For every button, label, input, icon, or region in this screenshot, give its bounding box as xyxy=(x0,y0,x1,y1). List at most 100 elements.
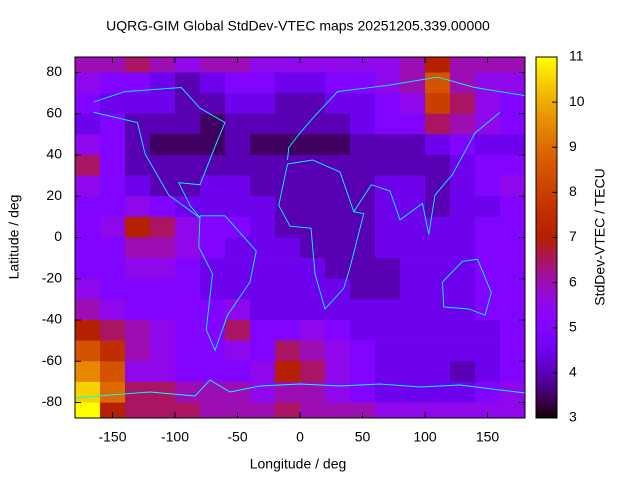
colorbar-step xyxy=(536,243,557,248)
heatmap-cell xyxy=(250,361,276,383)
heatmap-cell xyxy=(475,402,501,419)
heatmap-cell xyxy=(250,72,276,94)
colorbar-step xyxy=(536,345,557,350)
heatmap-cell xyxy=(275,340,301,362)
heatmap-cell xyxy=(225,278,251,300)
colorbar-step xyxy=(536,78,557,82)
colorbar-step xyxy=(536,99,557,103)
heatmap-cell xyxy=(400,299,426,321)
heatmap-cell xyxy=(475,72,501,94)
heatmap-cell xyxy=(150,278,176,300)
heatmap-cell xyxy=(175,57,201,73)
colorbar-step xyxy=(536,237,557,242)
colorbar-step xyxy=(536,300,557,305)
heatmap-cell xyxy=(175,340,201,362)
colorbar-step xyxy=(536,264,557,269)
heatmap-cell xyxy=(175,381,201,403)
colorbar-step xyxy=(536,234,557,238)
heatmap-cell xyxy=(325,361,351,383)
colorbar-step xyxy=(536,279,557,284)
heatmap-cell xyxy=(100,340,126,362)
heatmap-cell xyxy=(275,258,301,280)
heatmap-cell xyxy=(75,258,101,280)
heatmap-cell xyxy=(375,237,401,259)
heatmap-cell xyxy=(300,196,326,218)
coastline xyxy=(287,76,526,161)
heatmap-cell xyxy=(125,299,151,321)
colorbar-step xyxy=(536,375,557,380)
heatmap-cell xyxy=(325,196,351,218)
colorbar-step xyxy=(536,402,557,407)
heatmap-cell xyxy=(400,402,426,419)
heatmap-cell xyxy=(225,381,251,403)
heatmap-cell xyxy=(450,278,476,300)
colorbar-step xyxy=(536,57,557,61)
heatmap-cell xyxy=(425,216,451,238)
y-tick-label: 40 xyxy=(46,146,62,162)
heatmap-cell xyxy=(75,402,101,419)
colorbar-step xyxy=(536,135,557,139)
colorbar-step xyxy=(536,351,557,356)
heatmap-cell xyxy=(100,402,126,419)
colorbar-step xyxy=(536,246,557,251)
heatmap-cell xyxy=(200,340,226,362)
colorbar-step xyxy=(536,159,557,163)
colorbar-step xyxy=(536,318,557,323)
heatmap-cell xyxy=(475,320,501,341)
heatmap-cell xyxy=(375,402,401,419)
heatmap-cell xyxy=(175,154,201,176)
heatmap-cell xyxy=(175,237,201,259)
heatmap-cell xyxy=(450,361,476,383)
colorbar-step xyxy=(536,411,557,416)
heatmap-cell xyxy=(350,72,376,94)
heatmap-cell xyxy=(275,216,301,238)
heatmap-cell xyxy=(500,93,526,115)
heatmap-cell xyxy=(175,113,201,135)
heatmap-cell xyxy=(125,93,151,115)
x-tick-label: -50 xyxy=(227,429,247,445)
heatmap-cell xyxy=(425,237,451,259)
heatmap-cell xyxy=(225,340,251,362)
heatmap-cell xyxy=(500,361,526,383)
x-tick-label: 0 xyxy=(296,429,304,445)
heatmap-cell xyxy=(325,278,351,300)
colorbar-step xyxy=(536,183,557,187)
heatmap-cell xyxy=(375,258,401,280)
colorbar-step xyxy=(536,168,557,172)
heatmap-cell xyxy=(350,320,376,341)
heatmap-cell xyxy=(300,299,326,321)
heatmap-cell xyxy=(300,216,326,238)
heatmap-cell xyxy=(100,237,126,259)
heatmap-cell xyxy=(475,93,501,115)
colorbar-step xyxy=(536,336,557,341)
y-tick-label: 20 xyxy=(46,187,62,203)
heatmap-cell xyxy=(250,258,276,280)
heatmap-cell xyxy=(325,381,351,403)
heatmap-cell xyxy=(400,381,426,403)
heatmap-cell xyxy=(75,196,101,218)
colorbar-step xyxy=(536,240,557,245)
colorbar-step xyxy=(536,405,557,410)
heatmap-cell xyxy=(400,134,426,156)
colorbar-tick-label: 9 xyxy=(569,138,577,154)
heatmap-cell xyxy=(250,402,276,419)
colorbar-step xyxy=(536,255,557,260)
colorbar-step xyxy=(536,408,557,413)
heatmap-cell xyxy=(200,258,226,280)
colorbar-step xyxy=(536,342,557,347)
colorbar-step xyxy=(536,153,557,157)
heatmap-cell xyxy=(325,134,351,156)
heatmap-cell xyxy=(300,113,326,135)
colorbar-step xyxy=(536,84,557,88)
heatmap-cell xyxy=(400,237,426,259)
heatmap-cell xyxy=(350,340,376,362)
heatmap-cell xyxy=(375,278,401,300)
heatmap-cell xyxy=(500,175,526,197)
heatmap-cell xyxy=(425,402,451,419)
colorbar-step xyxy=(536,270,557,275)
colorbar-step xyxy=(536,357,557,362)
colorbar-step xyxy=(536,174,557,178)
heatmap xyxy=(75,57,526,419)
heatmap-cell xyxy=(100,258,126,280)
heatmap-cell xyxy=(425,361,451,383)
